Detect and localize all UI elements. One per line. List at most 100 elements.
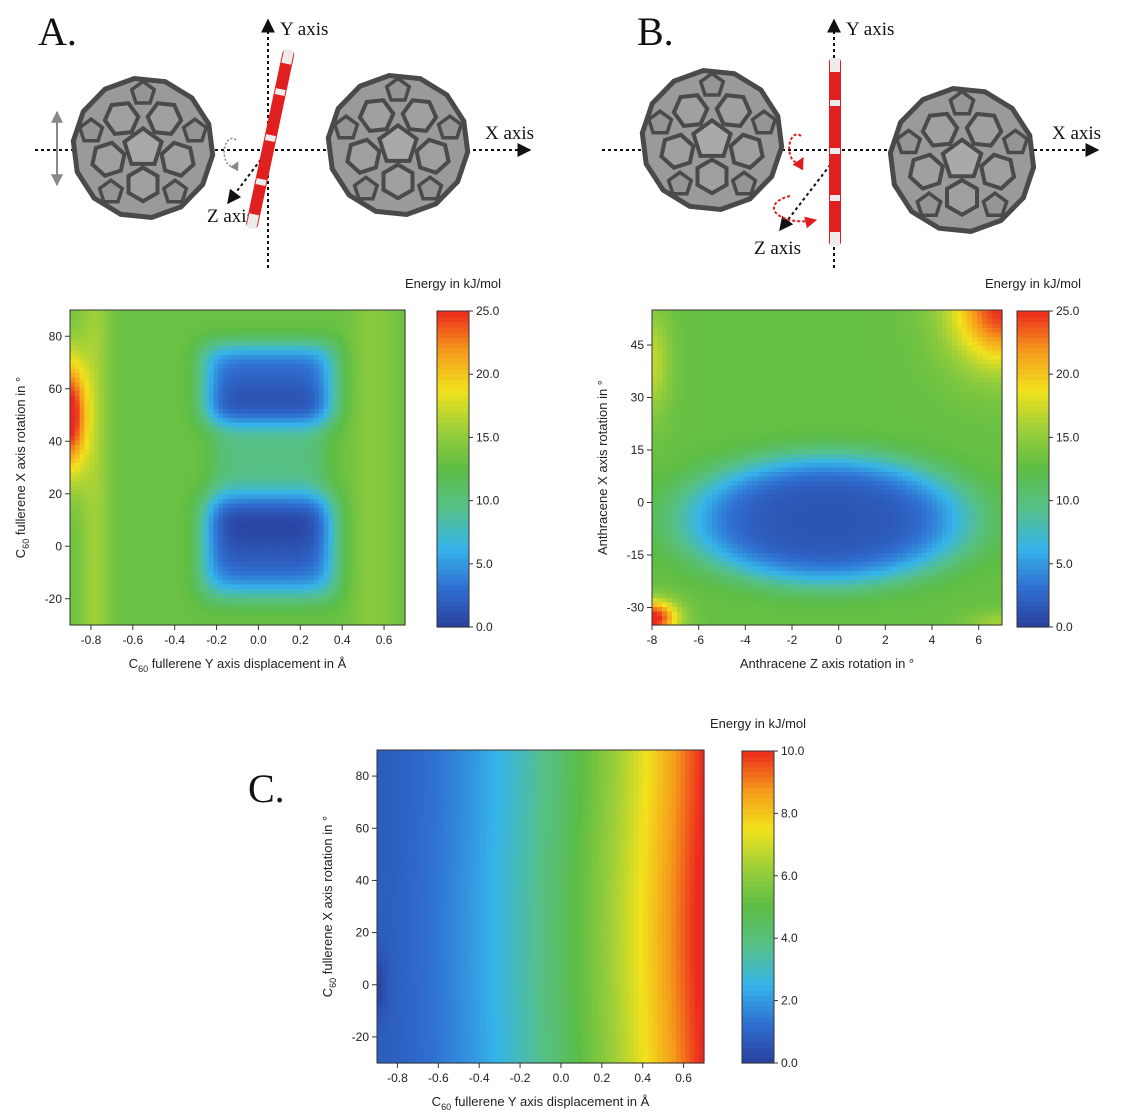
heatmap-cell <box>309 503 315 509</box>
heatmap-cell <box>84 553 90 559</box>
heatmap-cell <box>251 544 258 550</box>
colorbar-segment <box>437 516 469 523</box>
heatmap-cell <box>208 373 215 379</box>
heatmap-cell <box>84 458 90 464</box>
heatmap-cell <box>314 481 320 487</box>
heatmap-cell <box>232 602 239 608</box>
heatmap-cell <box>290 337 296 343</box>
heatmap-cell <box>213 463 219 469</box>
heatmap-cell <box>357 319 363 325</box>
heatmap-cell <box>117 494 124 500</box>
heatmap-cell <box>347 328 353 334</box>
heatmap-cell <box>328 427 334 433</box>
heatmap-cell <box>342 463 349 469</box>
heatmap-cell <box>208 580 215 586</box>
heatmap-cell <box>89 413 95 419</box>
heatmap-cell <box>199 481 205 487</box>
heatmap-cell <box>299 490 306 496</box>
heatmap-cell <box>208 418 215 424</box>
heatmap-cell <box>347 458 353 464</box>
heatmap-cell <box>309 427 315 433</box>
heatmap-cell <box>328 494 334 500</box>
heatmap-cell <box>304 589 310 595</box>
heatmap-cell <box>194 449 200 455</box>
heatmap-cell <box>218 593 224 599</box>
heatmap-cell <box>242 400 248 406</box>
heatmap-cell <box>160 611 167 617</box>
heatmap-cell <box>79 607 85 613</box>
heatmap-cell <box>127 400 133 406</box>
heatmap-cell <box>271 332 277 338</box>
heatmap-cell <box>376 485 382 491</box>
heatmap-cell <box>361 454 368 460</box>
heatmap-cell <box>280 400 286 406</box>
heatmap-cell <box>261 485 267 491</box>
heatmap-cell <box>318 314 325 320</box>
heatmap-cell <box>347 503 353 509</box>
heatmap-cell <box>338 395 344 401</box>
heatmap-cell <box>122 485 129 491</box>
heatmap-cell <box>266 530 272 536</box>
heatmap-cell <box>390 350 397 356</box>
heatmap-cell <box>280 620 286 626</box>
heatmap-cell <box>180 535 186 541</box>
heatmap-cell <box>84 409 90 415</box>
heatmap-cell <box>266 395 272 401</box>
heatmap-cell <box>285 580 291 586</box>
heatmap-cell <box>127 512 133 518</box>
heatmap-cell <box>237 337 243 343</box>
heatmap-cell <box>160 431 167 437</box>
heatmap-cell <box>261 476 267 482</box>
heatmap-cell <box>361 355 368 361</box>
heatmap-cell <box>395 526 401 532</box>
heatmap-cell <box>342 400 349 406</box>
heatmap-cell <box>141 526 148 532</box>
heatmap-cell <box>141 431 148 437</box>
heatmap-cell <box>79 395 85 401</box>
heatmap-cell <box>103 427 109 433</box>
heatmap-cell <box>357 598 363 604</box>
heatmap-cell <box>170 620 176 626</box>
heatmap-cell <box>390 566 397 572</box>
heatmap-cell <box>395 467 401 473</box>
heatmap-cell <box>347 436 353 442</box>
heatmap-cell <box>117 346 124 352</box>
heatmap-cell <box>204 310 210 316</box>
heatmap-cell <box>395 323 401 329</box>
heatmap-cell <box>199 436 205 442</box>
heatmap-cell <box>309 422 315 428</box>
heatmap-cell <box>333 490 339 496</box>
heatmap-cell <box>261 517 267 523</box>
heatmap-cell <box>232 382 239 388</box>
heatmap-cell <box>113 445 119 451</box>
heatmap-cell <box>180 602 186 608</box>
heatmap-cell <box>290 535 296 541</box>
heatmap-cell <box>84 598 90 604</box>
heatmap-cell <box>357 346 363 352</box>
heatmap-cell <box>137 386 143 392</box>
heatmap-cell <box>70 445 76 451</box>
heatmap-cell <box>261 341 267 347</box>
heatmap-cell <box>304 548 310 554</box>
heatmap-cell <box>117 584 124 590</box>
heatmap-cell <box>352 593 358 599</box>
heatmap-cell <box>290 512 296 518</box>
colorbar-segment <box>437 600 469 607</box>
heatmap-cell <box>113 449 119 455</box>
heatmap-cell <box>366 409 373 415</box>
heatmap-cell <box>237 350 243 356</box>
heatmap-cell <box>151 562 157 568</box>
heatmap-cell <box>175 350 181 356</box>
heatmap-cell <box>70 436 76 442</box>
heatmap-cell <box>294 395 301 401</box>
heatmap-cell <box>247 364 253 370</box>
heatmap-cell <box>328 400 334 406</box>
heatmap-cell <box>328 328 334 334</box>
heatmap-cell <box>304 418 310 424</box>
rotation-arrow <box>223 137 239 172</box>
heatmap-cell <box>266 314 272 320</box>
heatmap-cell <box>261 616 267 622</box>
heatmap-cell <box>141 413 148 419</box>
heatmap-cell <box>314 517 320 523</box>
